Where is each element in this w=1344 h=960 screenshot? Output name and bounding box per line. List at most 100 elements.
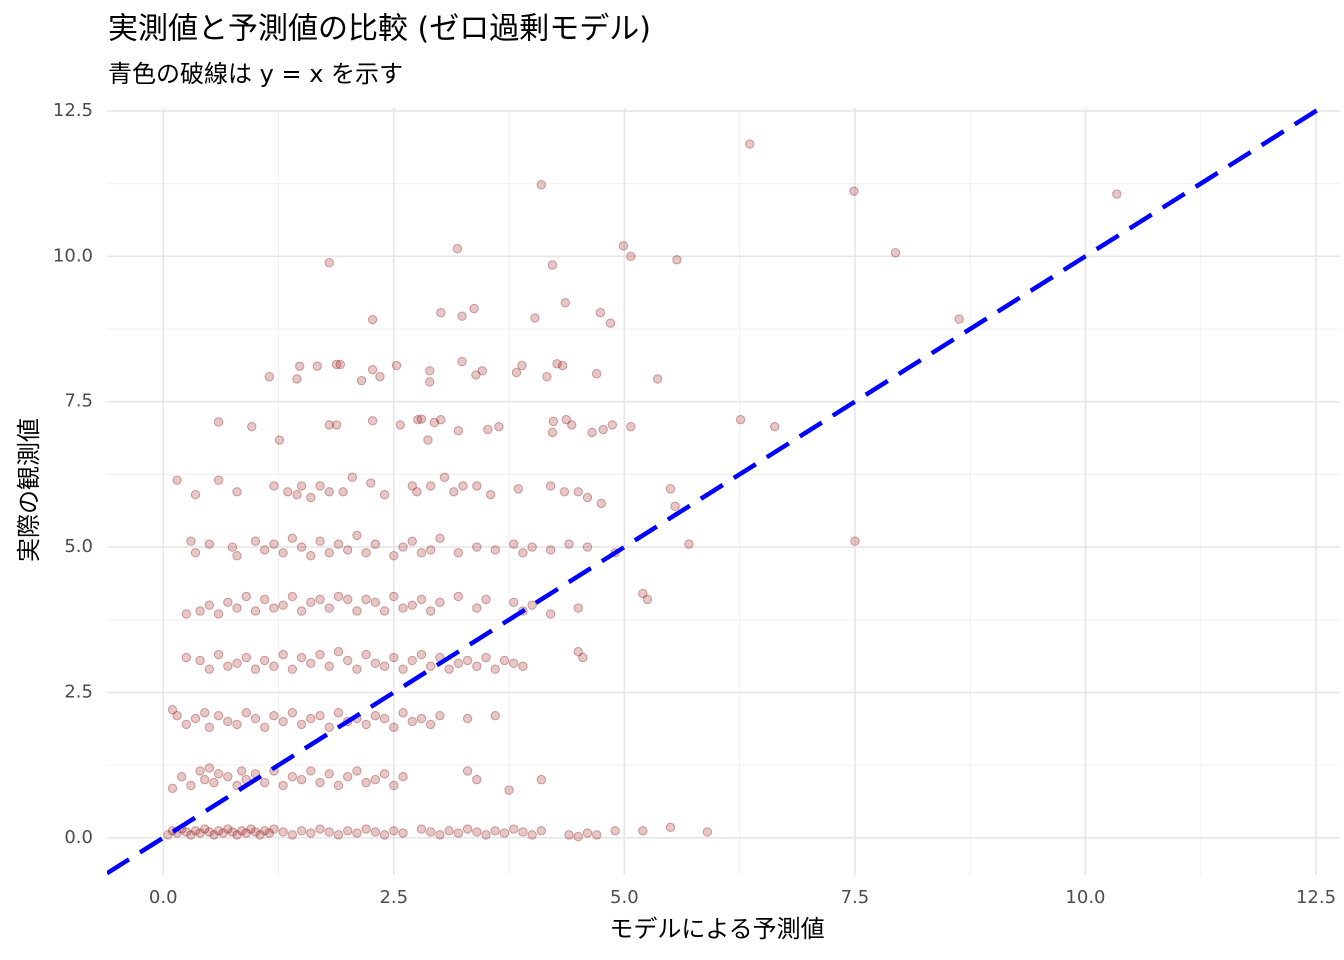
point <box>582 542 593 552</box>
point <box>333 708 344 718</box>
point <box>370 597 381 607</box>
point <box>250 664 261 674</box>
point <box>296 481 307 491</box>
point <box>490 710 500 721</box>
point <box>416 649 427 660</box>
point <box>398 772 408 782</box>
point <box>287 591 298 602</box>
point <box>560 298 571 308</box>
point <box>181 652 192 663</box>
point <box>573 647 583 657</box>
x-tick-label: 12.5 <box>1296 887 1336 908</box>
point <box>269 539 279 549</box>
point <box>453 658 464 669</box>
point <box>444 826 454 836</box>
point <box>246 824 256 834</box>
point <box>536 774 547 785</box>
point <box>181 719 192 730</box>
point <box>209 830 219 840</box>
point <box>259 655 270 666</box>
point <box>481 594 491 605</box>
point <box>213 475 224 485</box>
point <box>504 785 514 795</box>
point <box>416 594 427 605</box>
point <box>324 827 334 837</box>
point <box>530 313 540 323</box>
point <box>250 827 261 837</box>
point <box>444 664 454 674</box>
point <box>223 824 233 834</box>
point <box>481 652 491 663</box>
point <box>315 824 325 834</box>
point <box>213 826 224 836</box>
point <box>312 361 322 371</box>
point <box>642 594 653 605</box>
point <box>954 314 964 324</box>
point <box>849 186 859 196</box>
point <box>416 713 427 724</box>
point <box>361 649 371 660</box>
point <box>269 603 279 613</box>
point <box>389 551 399 561</box>
point <box>413 414 423 425</box>
point <box>407 716 417 727</box>
point <box>457 356 467 367</box>
point <box>181 609 192 619</box>
x-axis-label: モデルによる予測値 <box>609 915 824 943</box>
point <box>287 664 298 674</box>
point <box>457 311 467 321</box>
point <box>850 536 860 546</box>
point <box>315 536 325 546</box>
point <box>453 426 464 436</box>
point <box>278 780 288 791</box>
point <box>591 369 602 379</box>
point <box>511 367 522 378</box>
point <box>626 251 636 261</box>
point <box>287 830 298 840</box>
point <box>236 766 247 776</box>
point <box>195 606 205 616</box>
point <box>485 489 496 500</box>
point <box>559 487 570 497</box>
point <box>684 539 694 549</box>
point <box>389 722 399 732</box>
point <box>436 307 446 318</box>
point <box>398 603 408 613</box>
point <box>163 830 173 840</box>
point <box>213 609 224 619</box>
point <box>610 826 620 836</box>
point <box>227 542 238 552</box>
point <box>342 655 353 666</box>
point <box>435 710 445 721</box>
grid <box>107 108 1340 875</box>
point <box>416 548 427 558</box>
point <box>296 774 307 785</box>
point <box>306 658 316 669</box>
point <box>306 713 316 724</box>
point <box>200 824 210 834</box>
point <box>389 652 399 663</box>
point <box>186 780 196 791</box>
point <box>269 661 279 671</box>
point <box>190 826 201 836</box>
point <box>269 824 279 834</box>
point <box>564 830 574 840</box>
point <box>462 824 473 834</box>
point <box>564 539 574 549</box>
point <box>618 241 629 251</box>
points <box>163 139 1122 842</box>
point <box>324 420 334 430</box>
point <box>412 487 422 497</box>
point <box>587 427 597 438</box>
point <box>278 649 288 660</box>
point <box>241 591 251 602</box>
point <box>356 376 367 386</box>
point <box>213 649 224 660</box>
point <box>333 591 344 602</box>
point <box>561 414 571 425</box>
point <box>296 606 307 616</box>
point <box>518 548 528 558</box>
point <box>264 828 275 838</box>
point <box>167 783 178 794</box>
point <box>232 487 242 497</box>
